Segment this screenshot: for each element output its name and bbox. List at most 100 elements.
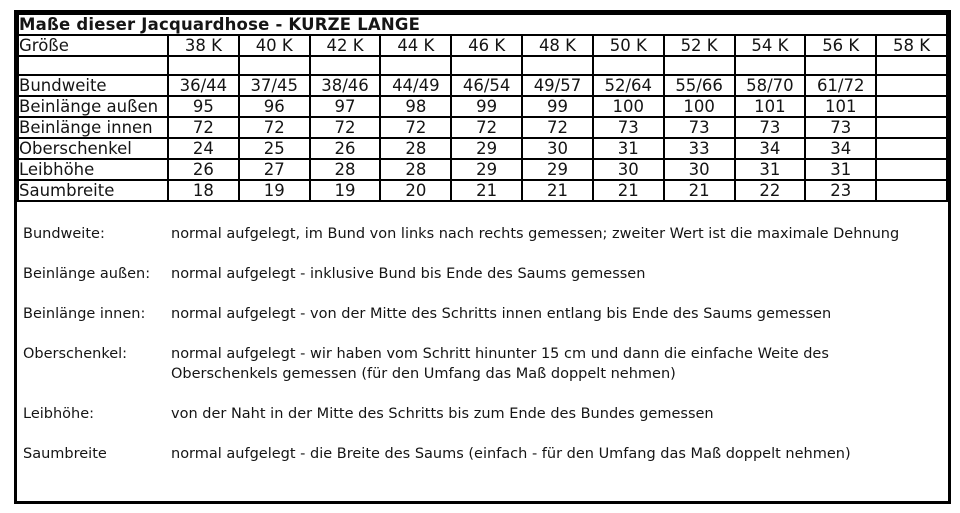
cell-value	[875, 179, 948, 202]
cell-value	[875, 74, 948, 97]
cell-value: 100	[591, 95, 665, 118]
cell-value: 44/49	[379, 74, 453, 97]
title-row: Maße dieser Jacquardhose - KURZE LANGE	[17, 13, 948, 36]
cell-value: 72	[237, 116, 311, 139]
row-label: Leibhöhe	[17, 158, 169, 181]
cell-value: 72	[308, 116, 382, 139]
page-title: Maße dieser Jacquardhose - KURZE LANGE	[17, 13, 948, 36]
spacer-cell	[308, 55, 382, 76]
description-label: Saumbreite	[23, 446, 107, 462]
cell-value: 27	[237, 158, 311, 181]
header-row: Größe 38 K 40 K 42 K 44 K 46 K 48 K 50 K 52 K 54 …	[17, 34, 948, 57]
cell-value: 72	[521, 116, 594, 139]
description-text: normal aufgelegt - die Breite des Saums …	[171, 446, 851, 462]
cell-value: 37/45	[237, 74, 311, 97]
cell-value: 20	[379, 179, 453, 202]
table-row: Beinlänge innen 72 72 72 72 72 72 73 73 73 73	[17, 116, 948, 139]
description-text: normal aufgelegt, im Bund von links nach…	[171, 226, 900, 242]
row-label: Beinlänge außen	[17, 95, 169, 118]
cell-value: 61/72	[804, 74, 878, 97]
cell-value	[875, 158, 948, 181]
description-text: normal aufgelegt - inklusive Bund bis En…	[171, 266, 646, 282]
row-label: Saumbreite	[17, 179, 169, 202]
description-label: Bundweite:	[23, 226, 105, 242]
row-label: Oberschenkel	[17, 137, 169, 160]
cell-value: 21	[662, 179, 736, 202]
cell-value: 36/44	[167, 74, 240, 97]
cell-value: 33	[662, 137, 736, 160]
column-header: 44 K	[379, 34, 453, 57]
cell-value: 58/70	[733, 74, 807, 97]
description-entry: Beinlänge innen: normal aufgelegt - von d…	[23, 304, 938, 324]
spacer-cell	[237, 55, 311, 76]
cell-value: 21	[450, 179, 524, 202]
size-table: Maße dieser Jacquardhose - KURZE LANGE G…	[17, 13, 948, 202]
cell-value	[875, 95, 948, 118]
table-row: Oberschenkel 24 25 26 28 29 30 31 33 34 34	[17, 137, 948, 160]
description-entry: Bundweite: normal aufgelegt, im Bund von …	[23, 224, 938, 244]
cell-value: 29	[521, 158, 594, 181]
cell-value: 96	[237, 95, 311, 118]
spacer-cell	[733, 55, 807, 76]
description-entry: Saumbreite normal aufgelegt - die Breite …	[23, 444, 938, 464]
column-header: 54 K	[733, 34, 807, 57]
description-label: Beinlänge innen:	[23, 306, 146, 322]
column-header: 46 K	[450, 34, 524, 57]
column-header: 58 K	[875, 34, 948, 57]
cell-value: 18	[167, 179, 240, 202]
cell-value	[875, 137, 948, 160]
description-text: normal aufgelegt - von der Mitte des Sch…	[171, 306, 832, 322]
cell-value: 98	[379, 95, 453, 118]
cell-value: 31	[591, 137, 665, 160]
description-text: normal aufgelegt - wir haben vom Schritt…	[171, 346, 829, 382]
cell-value: 22	[733, 179, 807, 202]
cell-value: 72	[167, 116, 240, 139]
spacer-row	[17, 55, 948, 76]
spacer-cell	[875, 55, 948, 76]
cell-value: 72	[379, 116, 453, 139]
table-row: Beinlänge außen 95 96 97 98 99 99 100 100 101 101	[17, 95, 948, 118]
cell-value	[875, 116, 948, 139]
cell-value: 19	[308, 179, 382, 202]
cell-value: 73	[591, 116, 665, 139]
description-entry: Leibhöhe: von der Naht in der Mitte des S…	[23, 404, 938, 424]
table-row: Leibhöhe 26 27 28 28 29 29 30 30 31 31	[17, 158, 948, 181]
column-header: 42 K	[308, 34, 382, 57]
spacer-cell	[804, 55, 878, 76]
cell-value: 34	[733, 137, 807, 160]
description-entry: Beinlänge außen: normal aufgelegt - inklu…	[23, 264, 938, 284]
cell-value: 95	[167, 95, 240, 118]
cell-value: 28	[379, 158, 453, 181]
cell-value: 21	[521, 179, 594, 202]
cell-value: 73	[662, 116, 736, 139]
cell-value: 26	[308, 137, 382, 160]
cell-value: 30	[591, 158, 665, 181]
spacer-cell	[167, 55, 240, 76]
description-entry: Oberschenkel: normal aufgelegt - wir habe…	[23, 344, 938, 384]
cell-value: 99	[521, 95, 594, 118]
cell-value: 29	[450, 137, 524, 160]
cell-value: 28	[379, 137, 453, 160]
spacer-cell	[379, 55, 453, 76]
cell-value: 28	[308, 158, 382, 181]
cell-value: 72	[450, 116, 524, 139]
cell-value: 19	[237, 179, 311, 202]
description-text: von der Naht in der Mitte des Schritts b…	[171, 406, 714, 422]
description-label: Leibhöhe:	[23, 406, 95, 422]
column-header: 50 K	[591, 34, 665, 57]
cell-value: 99	[450, 95, 524, 118]
cell-value: 30	[521, 137, 594, 160]
column-header: 38 K	[167, 34, 240, 57]
cell-value: 73	[804, 116, 878, 139]
cell-value: 23	[804, 179, 878, 202]
cell-value: 21	[591, 179, 665, 202]
cell-value: 101	[733, 95, 807, 118]
column-header: 52 K	[662, 34, 736, 57]
table-row: Bundweite 36/44 37/45 38/46 44/49 46/54 49/57 5…	[17, 74, 948, 97]
cell-value: 34	[804, 137, 878, 160]
cell-value: 38/46	[308, 74, 382, 97]
table-row: Saumbreite 18 19 19 20 21 21 21 21 22 23	[17, 179, 948, 202]
cell-value: 26	[167, 158, 240, 181]
spacer-cell	[17, 55, 169, 76]
cell-value: 101	[804, 95, 878, 118]
